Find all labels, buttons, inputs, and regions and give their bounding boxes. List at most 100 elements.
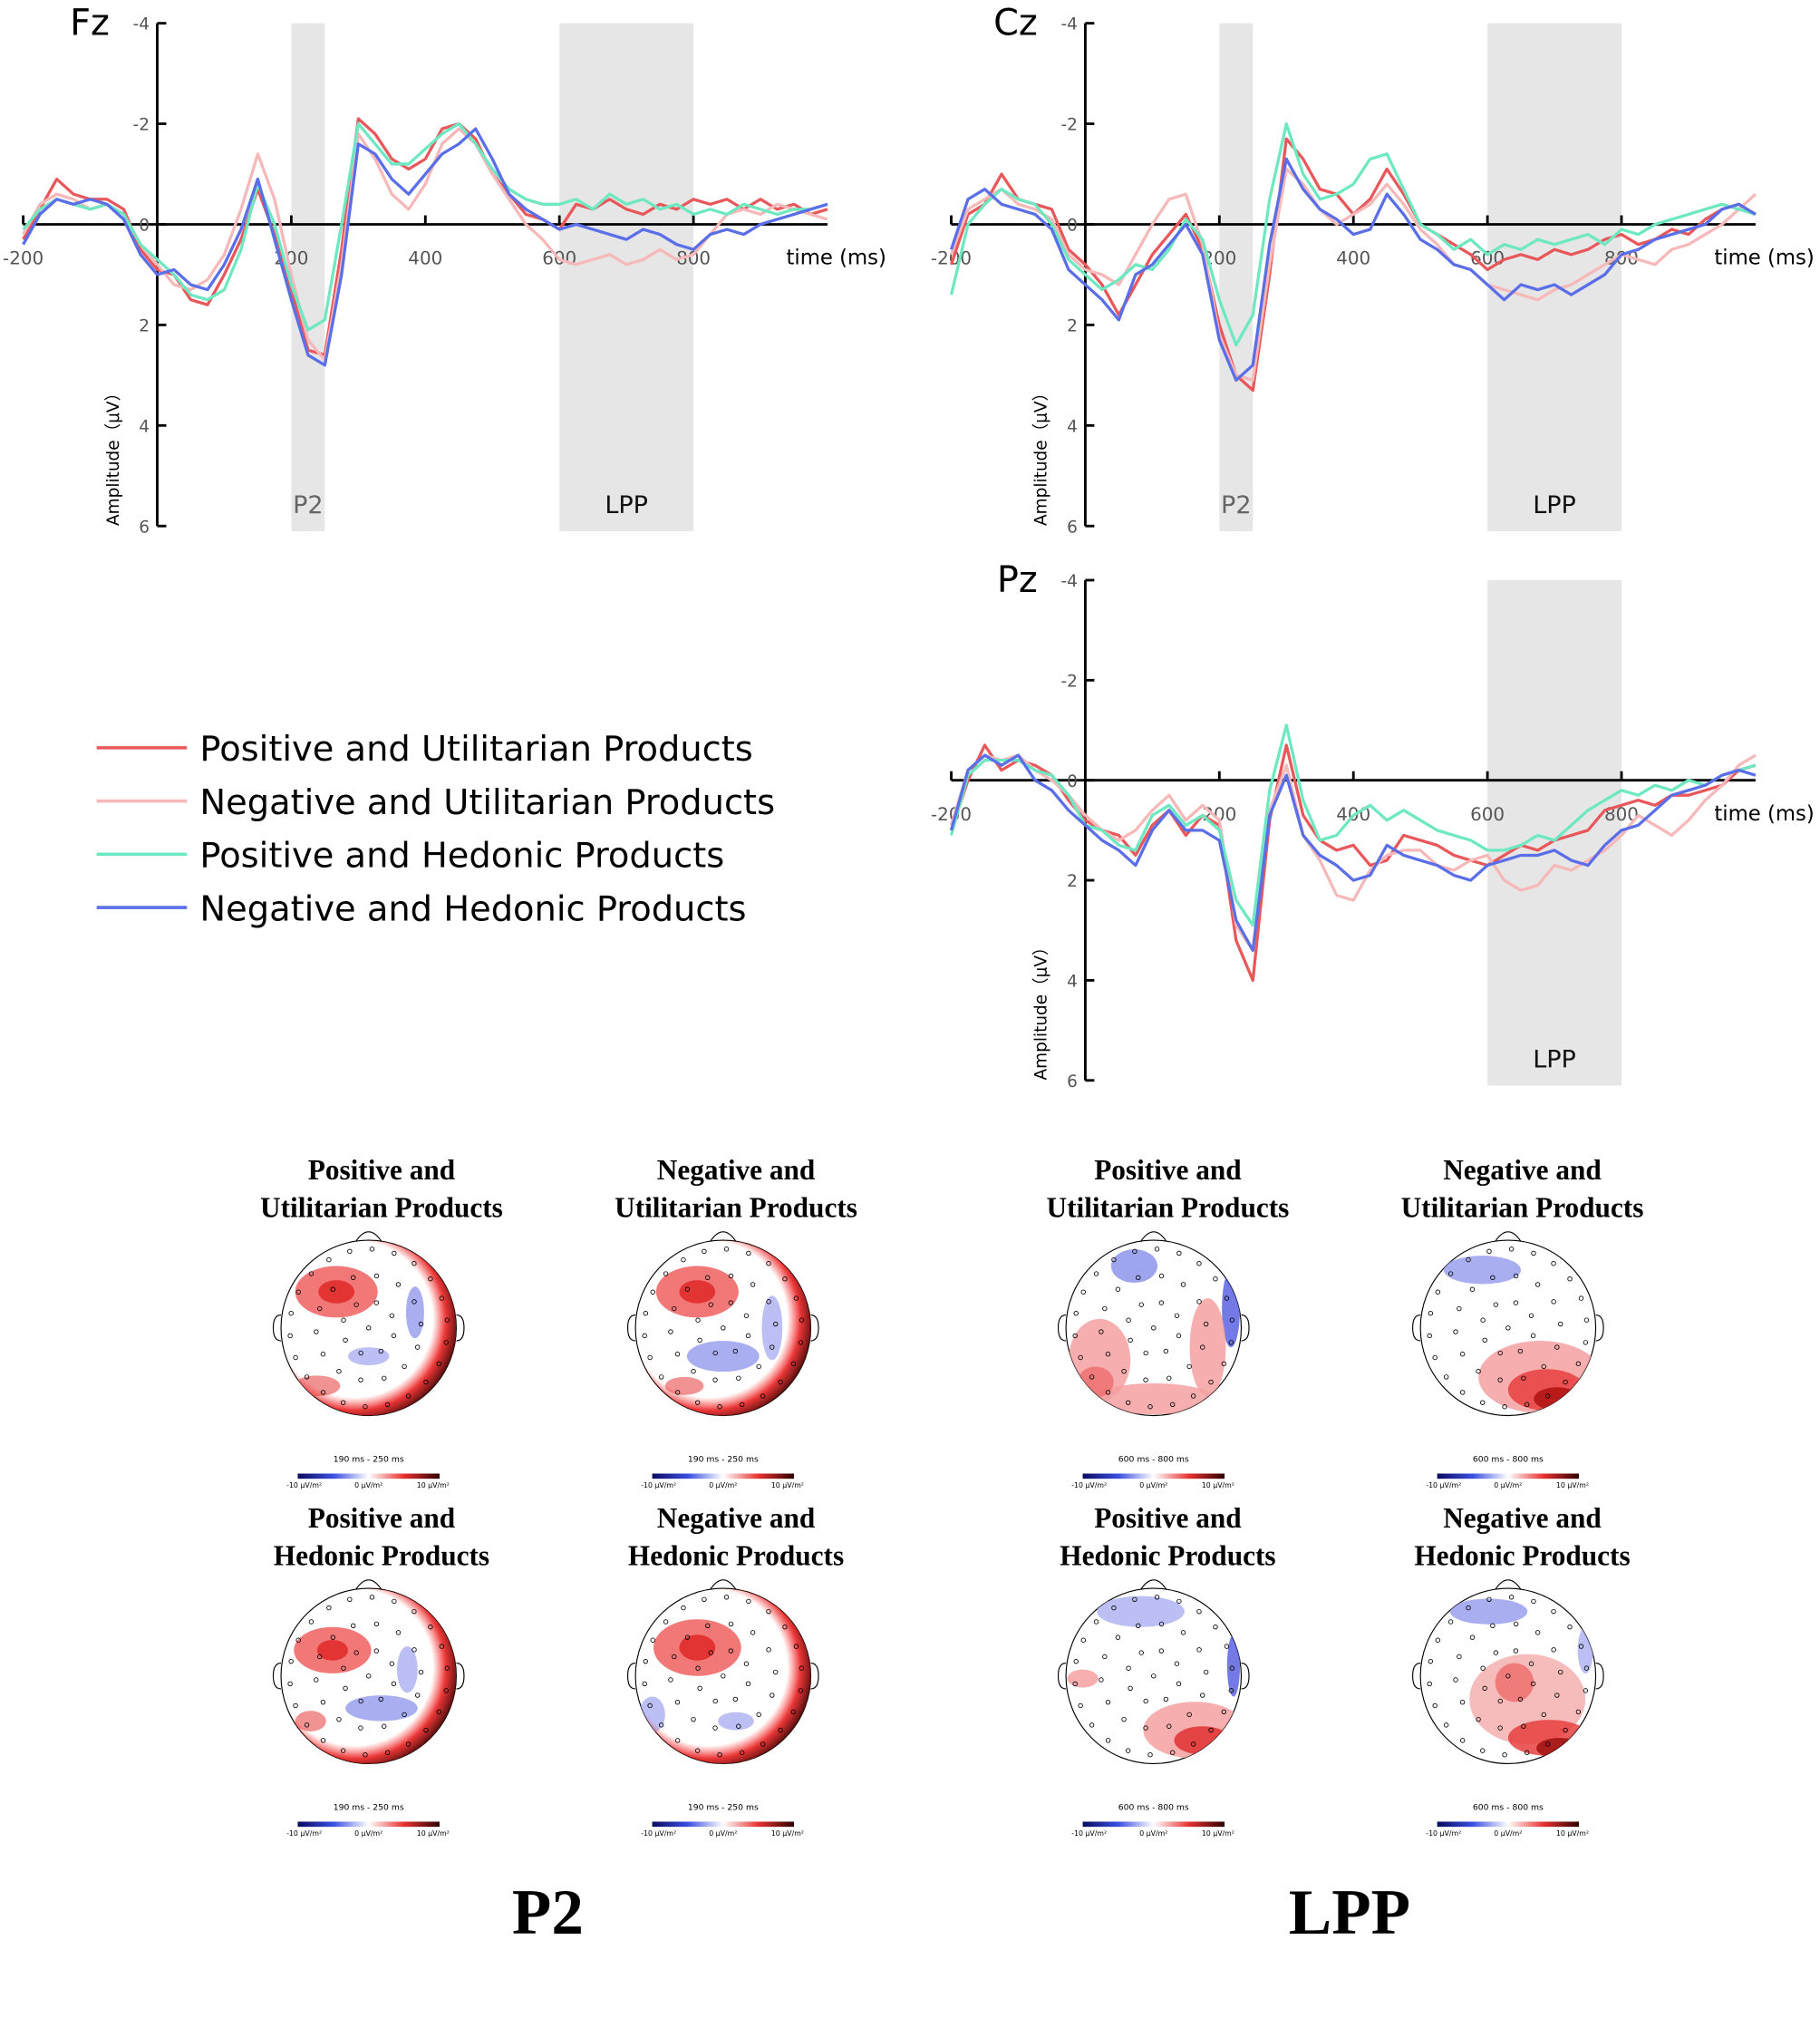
electrode	[766, 1299, 771, 1305]
electrode	[1459, 1738, 1466, 1743]
window-label: LPP	[1533, 1046, 1576, 1074]
legend-label: Positive and Utilitarian Products	[199, 729, 752, 770]
electrode	[1551, 1647, 1556, 1653]
electrode	[778, 1727, 783, 1733]
ear	[1057, 1662, 1067, 1690]
electrode	[743, 1661, 750, 1666]
colorbar	[1082, 1473, 1225, 1479]
nose	[1495, 1579, 1522, 1590]
electrode	[650, 1289, 655, 1295]
electrode	[691, 1716, 696, 1722]
electrode	[391, 1333, 397, 1339]
electrode	[732, 1696, 739, 1702]
electrode	[1132, 1596, 1138, 1602]
shaded-window	[1219, 23, 1254, 531]
field-blob	[1110, 1249, 1158, 1284]
y-tick-label: 0	[139, 217, 150, 236]
electrode	[411, 1608, 417, 1615]
electrode	[663, 1619, 669, 1625]
electrode	[1428, 1311, 1434, 1316]
electrode	[326, 1605, 332, 1611]
ear	[272, 1662, 282, 1690]
electrode	[1138, 1302, 1144, 1307]
electrode	[798, 1688, 804, 1693]
electrode	[1174, 1313, 1180, 1318]
electrode	[418, 1321, 424, 1327]
electrode	[723, 1595, 730, 1600]
electrode	[798, 1340, 804, 1345]
electrode	[770, 1344, 775, 1350]
colorbar-label: 0 μV/m²	[354, 1481, 382, 1489]
map-title: Negative and	[1443, 1154, 1602, 1186]
electrode	[691, 1368, 696, 1374]
erp-line	[22, 127, 828, 367]
colorbar-label: 0 μV/m²	[1494, 1481, 1522, 1489]
y-tick-label: 4	[139, 417, 150, 436]
electrode	[705, 1275, 711, 1281]
electrode	[405, 1393, 411, 1399]
electrode	[750, 1630, 756, 1635]
electrode	[705, 1623, 711, 1629]
electrode	[443, 1340, 449, 1345]
electrode	[363, 1404, 368, 1410]
electrode	[1502, 1752, 1507, 1758]
topomap-field	[635, 1240, 811, 1416]
field-blob	[1536, 1738, 1583, 1759]
electrode	[373, 1648, 379, 1654]
colorbar-label: 10 μV/m²	[771, 1829, 804, 1838]
colorbar-label: 0 μV/m²	[1139, 1481, 1167, 1489]
electrode	[384, 1750, 391, 1755]
electrode	[702, 1248, 707, 1255]
colorbar-label: 10 μV/m²	[417, 1829, 450, 1838]
electrode	[382, 1375, 387, 1381]
electrode	[389, 1661, 395, 1666]
y-tick-label: -2	[1060, 672, 1077, 691]
map-title: Hedonic Products	[1414, 1539, 1630, 1571]
electrode	[1224, 1644, 1230, 1649]
map-title: Hedonic Products	[1060, 1539, 1275, 1571]
electrode	[1482, 1337, 1487, 1343]
electrode	[1432, 1702, 1438, 1709]
electrode	[405, 1741, 411, 1747]
electrode	[1517, 1348, 1524, 1354]
time-range: 600 ms - 800 ms	[1473, 1803, 1544, 1813]
electrode	[1490, 1275, 1496, 1281]
electrode	[1080, 1289, 1086, 1295]
electrode	[1163, 1348, 1169, 1354]
electrode	[799, 1317, 805, 1323]
electrode	[1102, 1305, 1108, 1312]
electrode	[1151, 1673, 1157, 1679]
electrode	[1180, 1282, 1186, 1287]
electrode	[351, 1275, 356, 1281]
electrode	[1093, 1619, 1099, 1625]
electrode	[1138, 1650, 1144, 1655]
electrode	[391, 1681, 397, 1687]
electrode	[1528, 1313, 1534, 1318]
y-tick-label: 4	[1067, 417, 1078, 436]
colorbar-label: 0 μV/m²	[709, 1481, 737, 1489]
electrode	[1180, 1630, 1186, 1635]
topomap-field	[635, 1588, 811, 1764]
electrode	[1176, 1250, 1182, 1256]
electrode	[1443, 1722, 1449, 1728]
electrode	[1229, 1665, 1235, 1671]
electrode	[358, 1350, 363, 1356]
colorbar-label: 0 μV/m²	[354, 1829, 382, 1838]
electrode	[695, 1665, 701, 1671]
electrode	[436, 1361, 441, 1367]
electrode	[1513, 1621, 1519, 1627]
electrode	[672, 1654, 677, 1660]
electrode	[1125, 1400, 1131, 1405]
electrode	[766, 1608, 771, 1615]
electrode	[1190, 1741, 1196, 1747]
time-range: 190 ms - 250 ms	[334, 1803, 404, 1813]
colorbar-label: -10 μV/m²	[286, 1481, 322, 1489]
electrode	[756, 1712, 761, 1718]
x-tick-label: 600	[1470, 804, 1505, 825]
electrode	[358, 1377, 363, 1382]
ear	[1412, 1314, 1421, 1342]
y-tick-label: -2	[133, 116, 150, 135]
ear	[272, 1314, 282, 1342]
colorbar	[297, 1473, 440, 1479]
